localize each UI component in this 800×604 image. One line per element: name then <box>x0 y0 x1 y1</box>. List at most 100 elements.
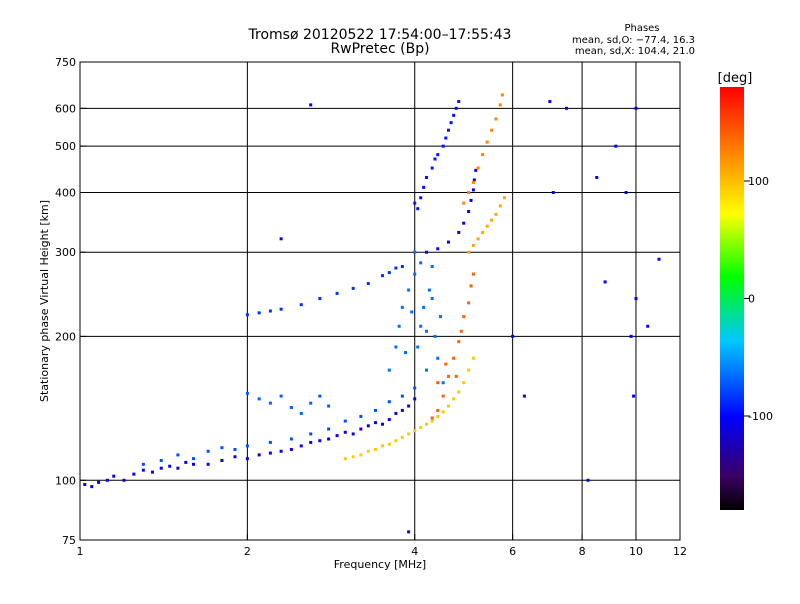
data-point <box>373 408 377 412</box>
y-tick-label: 300 <box>55 246 76 259</box>
data-point <box>400 265 404 269</box>
data-point <box>400 408 404 412</box>
data-point <box>551 190 555 194</box>
data-point <box>634 106 638 110</box>
data-point <box>268 440 272 444</box>
y-tick-label: 500 <box>55 140 76 153</box>
data-point <box>387 368 391 372</box>
data-point <box>595 175 599 179</box>
data-point <box>141 468 145 472</box>
data-point <box>446 128 450 132</box>
data-point <box>150 470 154 474</box>
data-point <box>279 237 283 241</box>
data-point <box>351 455 355 459</box>
data-point <box>299 444 303 448</box>
data-point <box>419 425 423 429</box>
data-point <box>168 464 172 468</box>
data-point <box>289 437 293 441</box>
data-point <box>485 224 489 228</box>
data-point <box>245 457 249 461</box>
x-tick-label: 4 <box>411 545 418 558</box>
data-point <box>309 432 313 436</box>
data-point <box>309 401 313 405</box>
data-point <box>141 462 145 466</box>
data-point <box>462 381 466 385</box>
stats-line-x: mean, sd,X: 104.4, 21.0 <box>575 46 695 57</box>
data-point <box>413 429 417 433</box>
data-point <box>343 419 347 423</box>
colorbar <box>720 87 744 510</box>
x-tick-label: 2 <box>244 545 251 558</box>
data-point <box>387 442 391 446</box>
data-point <box>522 394 526 398</box>
data-point <box>373 421 377 425</box>
data-point <box>413 386 417 390</box>
data-point <box>646 324 650 328</box>
data-point <box>457 100 461 104</box>
data-point <box>467 368 471 372</box>
data-point <box>427 288 431 292</box>
data-point <box>425 329 429 333</box>
data-point <box>233 455 237 459</box>
y-tick-label: 75 <box>62 534 76 547</box>
data-point <box>624 190 628 194</box>
data-point <box>206 449 210 453</box>
x-axis-label: Frequency [MHz] <box>334 558 426 571</box>
data-point <box>327 437 331 441</box>
data-point <box>318 394 322 398</box>
x-tick-label: 8 <box>579 545 586 558</box>
data-point <box>407 404 411 408</box>
data-point <box>436 408 440 412</box>
data-point <box>318 297 322 301</box>
data-point <box>441 394 445 398</box>
data-point <box>433 157 437 161</box>
data-point <box>279 307 283 311</box>
data-point <box>380 444 384 448</box>
data-point <box>176 453 180 457</box>
data-point <box>373 447 377 451</box>
data-point <box>233 447 237 451</box>
data-point <box>366 449 370 453</box>
data-point <box>498 103 502 107</box>
data-point <box>462 201 466 205</box>
data-point <box>436 414 440 418</box>
data-point <box>490 218 494 222</box>
data-point <box>457 340 461 344</box>
data-point <box>438 315 442 319</box>
data-point <box>433 334 437 338</box>
data-point <box>634 297 638 301</box>
data-point <box>159 466 163 470</box>
data-point <box>299 303 303 307</box>
chart-subtitle: RwPretec (Bp) <box>330 41 429 57</box>
data-point <box>444 362 448 366</box>
data-point <box>452 397 456 401</box>
data-point <box>452 113 456 117</box>
data-point <box>257 453 261 457</box>
data-point <box>394 439 398 443</box>
colorbar-ticks: 100 0 -100 <box>744 175 773 423</box>
data-point <box>97 480 101 484</box>
data-point <box>327 427 331 431</box>
data-point <box>387 418 391 422</box>
data-point <box>289 405 293 409</box>
data-point <box>454 106 458 110</box>
data-point <box>485 140 489 144</box>
data-point <box>184 460 188 464</box>
data-point <box>422 185 426 189</box>
data-point <box>446 240 450 244</box>
chart-title: Tromsø 20120522 17:54:00–17:55:43 <box>248 27 512 43</box>
data-point <box>436 247 440 251</box>
data-point <box>467 301 471 305</box>
data-point <box>511 334 515 338</box>
data-point <box>220 458 224 462</box>
data-point <box>446 404 450 408</box>
data-point <box>343 430 347 434</box>
data-point <box>335 434 339 438</box>
data-point <box>366 424 370 428</box>
data-point <box>397 324 401 328</box>
data-point <box>454 374 458 378</box>
data-point <box>359 427 363 431</box>
data-point <box>191 462 195 466</box>
